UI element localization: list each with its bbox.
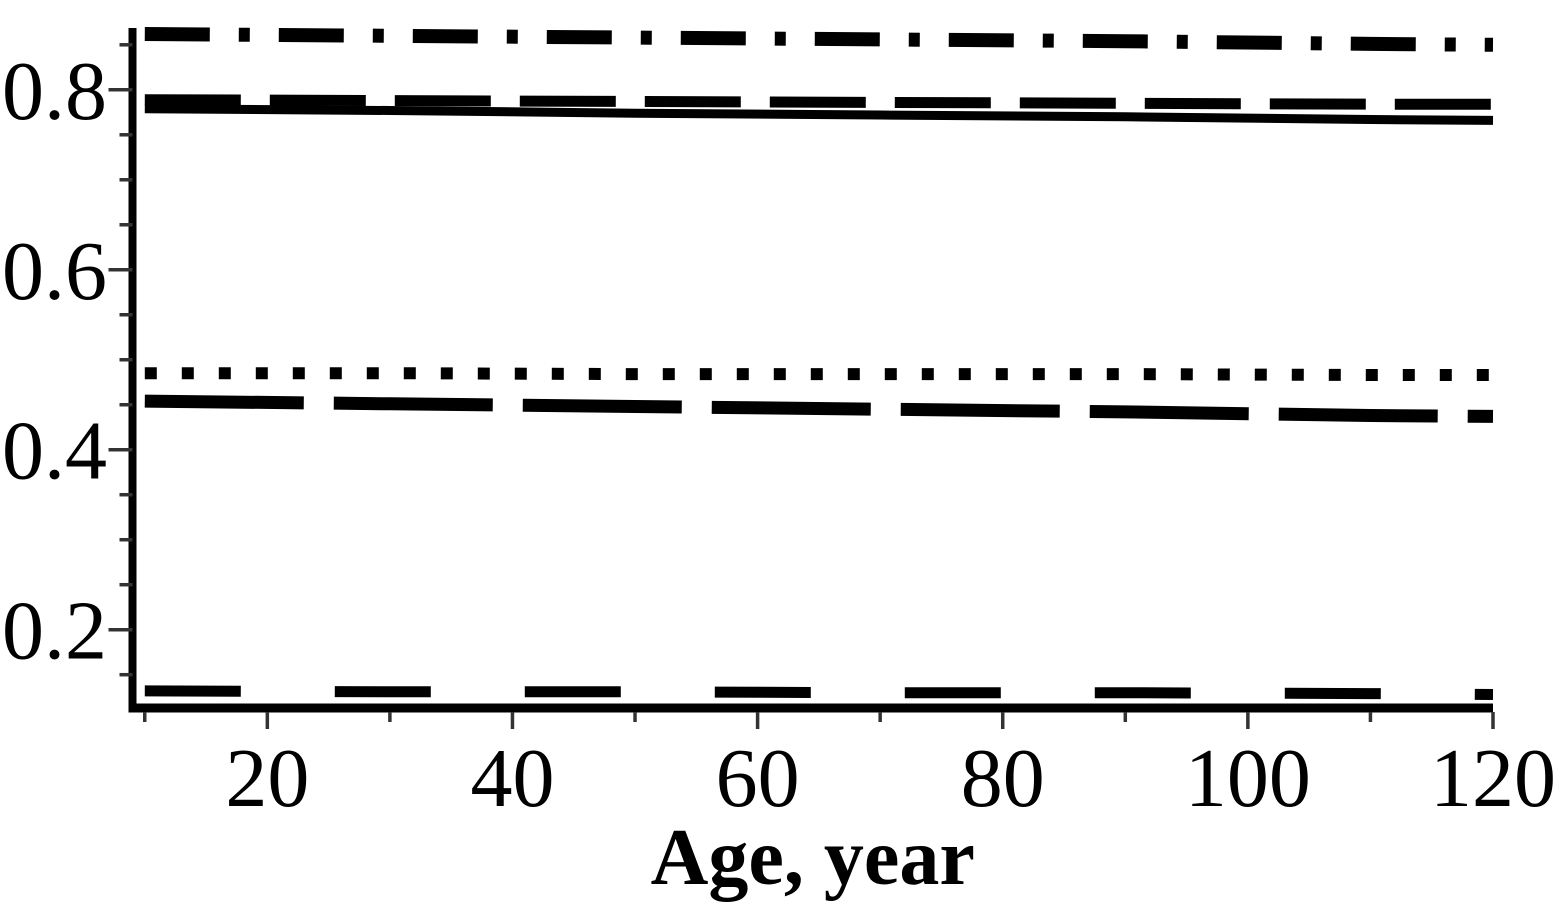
x-tick-label: 80 <box>961 732 1045 825</box>
y-tick-label: 0.4 <box>2 405 107 498</box>
y-tick-label: 0.2 <box>2 585 107 678</box>
x-tick-label: 120 <box>1430 732 1556 825</box>
series-path-curve-long-dash <box>144 94 1493 110</box>
y-tick-label: 0.8 <box>2 45 107 138</box>
x-axis-title: Age, year <box>651 814 975 902</box>
x-tick-label: 60 <box>716 732 800 825</box>
series-path-curve-solid <box>144 104 1494 125</box>
series-path-curve-spaced-dash <box>144 685 1494 700</box>
x-tick-label: 100 <box>1185 732 1311 825</box>
series-path-curve-medium-dash <box>144 394 1494 423</box>
x-tick-label: 20 <box>225 732 309 825</box>
x-tick-label: 40 <box>470 732 554 825</box>
series-path-curve-dash-dot <box>144 27 1494 52</box>
series-path-curve-dotted <box>144 367 1493 381</box>
y-tick-label: 0.6 <box>2 225 107 318</box>
